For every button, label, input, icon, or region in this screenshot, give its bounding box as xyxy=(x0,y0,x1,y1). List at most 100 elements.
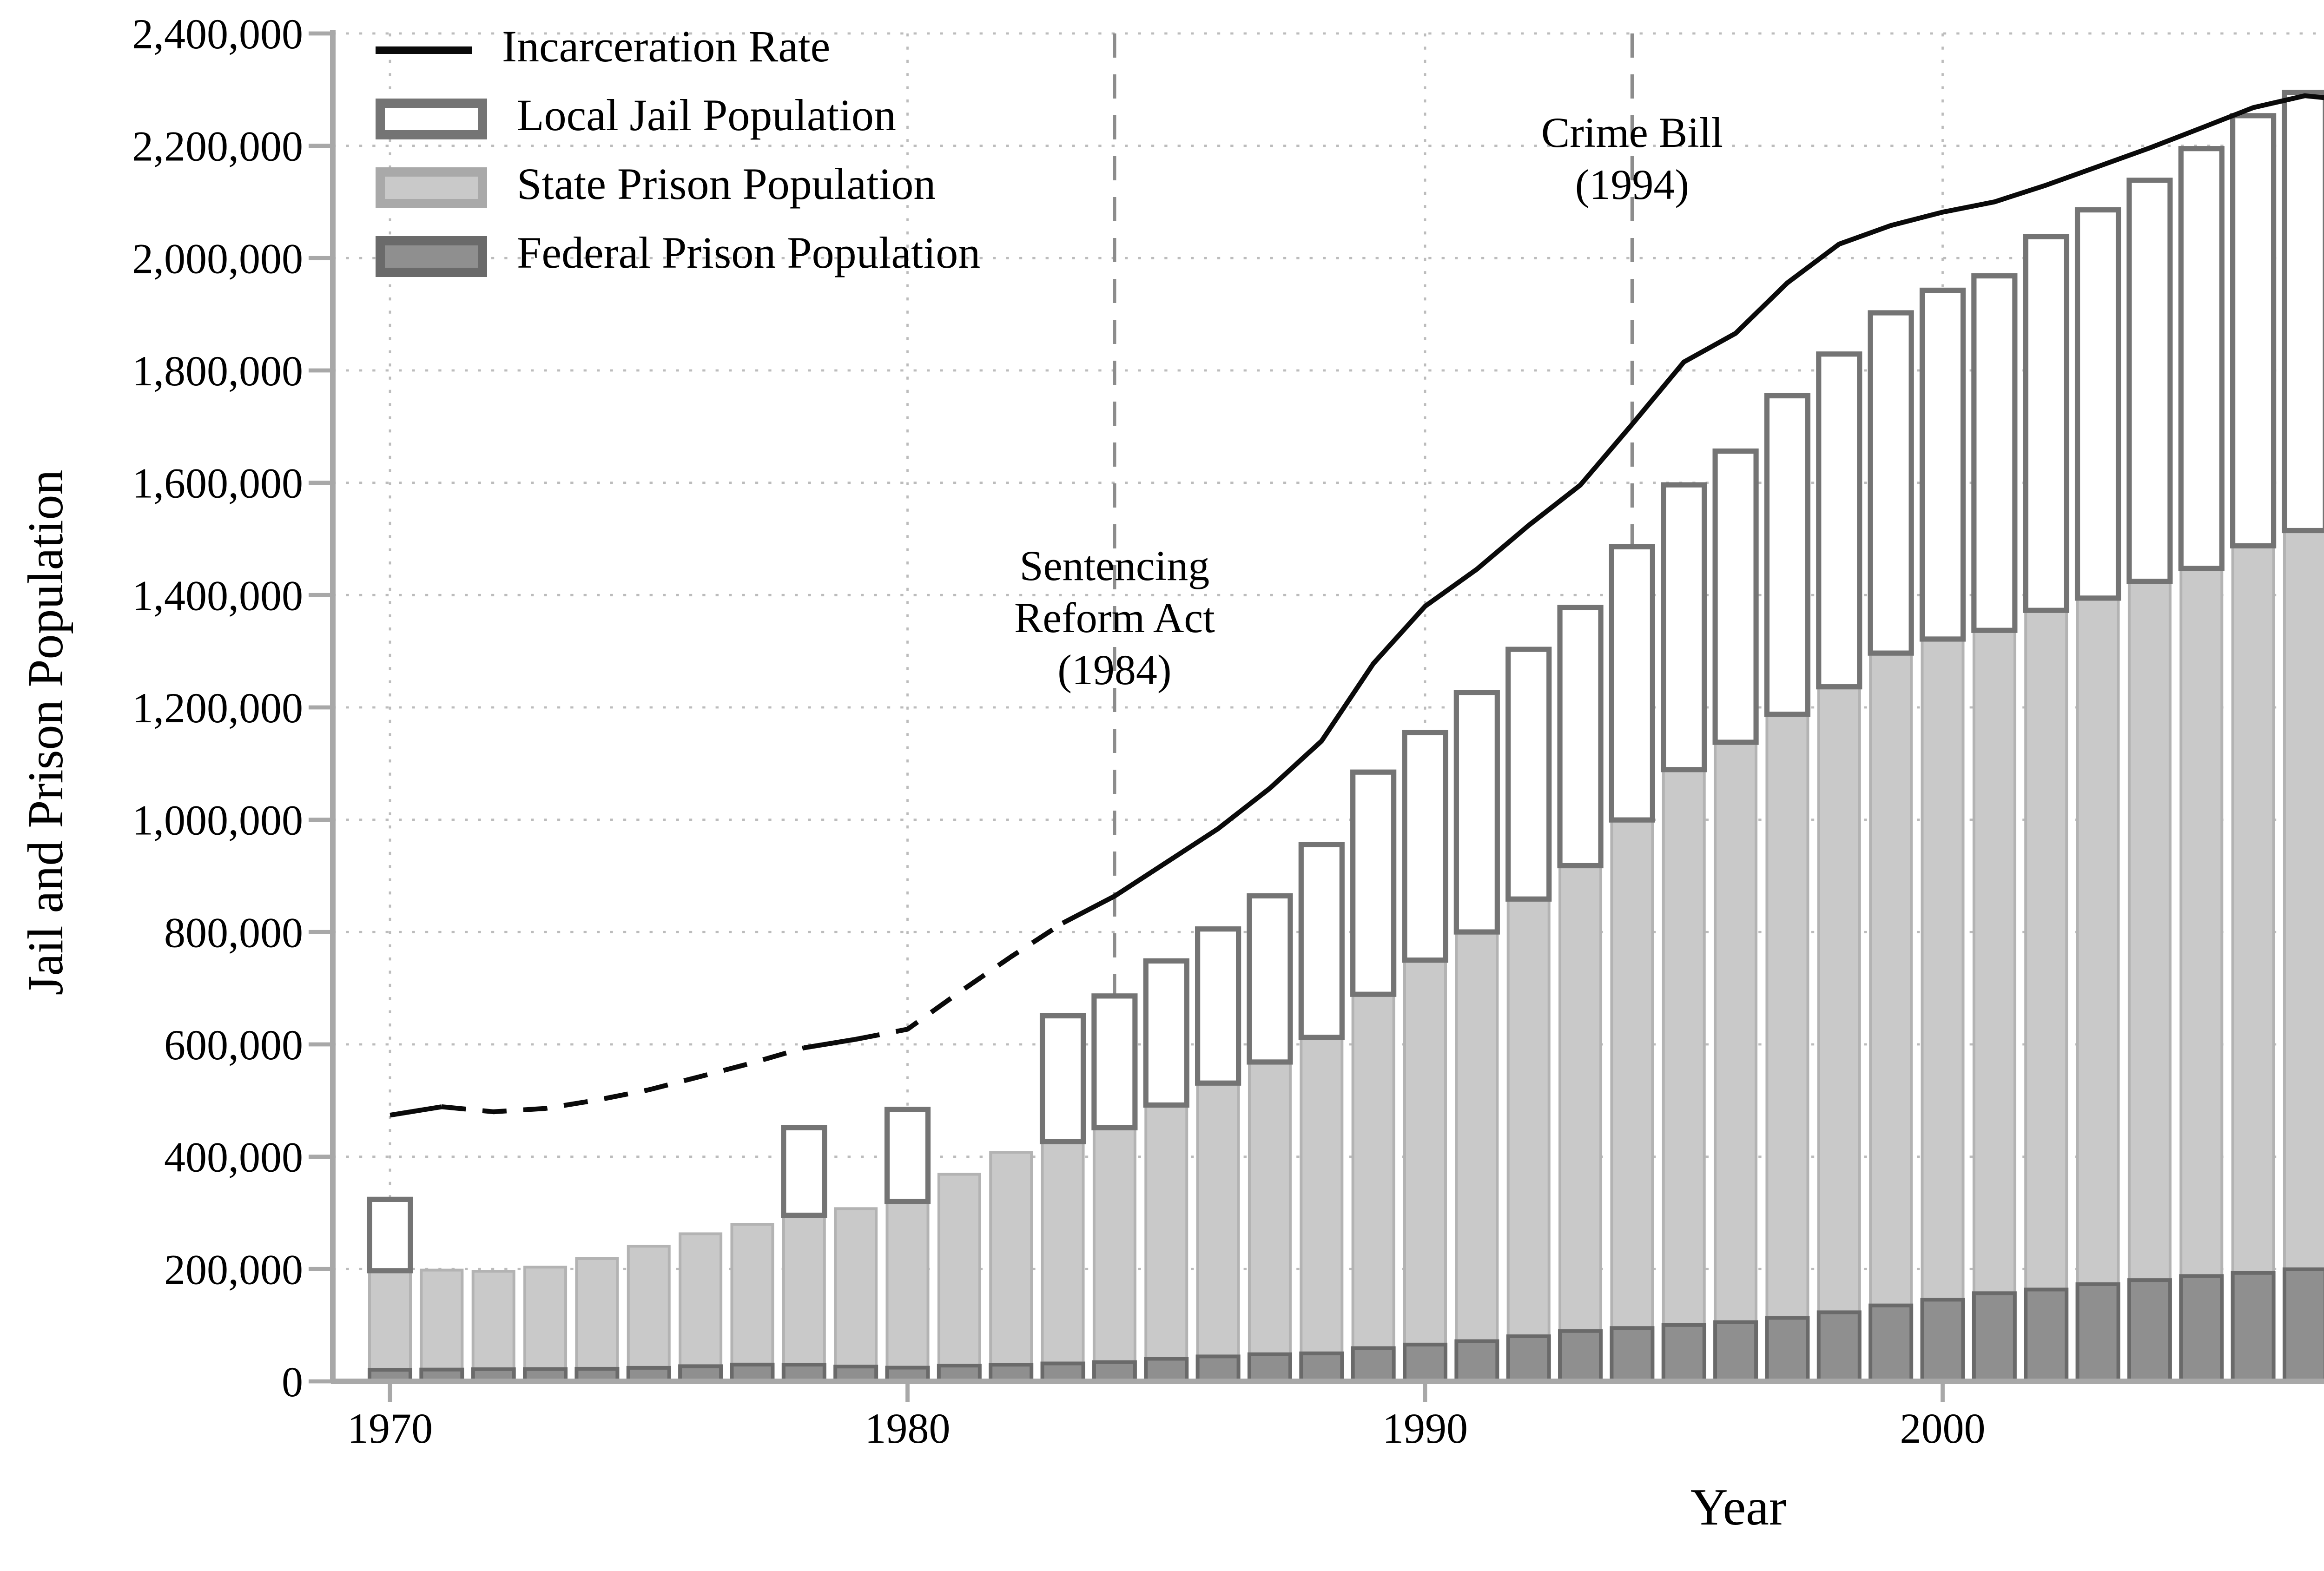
bar-jail-2005 xyxy=(2178,146,2225,571)
bar-jail-2003 xyxy=(2074,207,2121,601)
bar-jail-1991 xyxy=(1453,690,1500,935)
bar-jail-1987 xyxy=(1247,893,1293,1065)
bar-jail-1996 xyxy=(1712,448,1759,745)
bar-state-1974 xyxy=(575,1257,619,1370)
bar-state-1994 xyxy=(1610,819,1654,1330)
bar-state-2006 xyxy=(2231,544,2275,1274)
bar-state-1981 xyxy=(937,1173,981,1367)
bar-jail-1978 xyxy=(781,1125,827,1218)
bar-state-2007 xyxy=(2283,529,2324,1271)
rate-line-dashed-1979 xyxy=(855,921,1064,1042)
rate-line-solid-1978 xyxy=(803,1036,857,1050)
annotation-sentencing-reform-act: Sentencing Reform Act (1984) xyxy=(1014,541,1215,697)
bar-federal-1989 xyxy=(1351,1346,1396,1383)
rate-line-solid-1983 xyxy=(1062,93,2324,925)
bar-state-1989 xyxy=(1351,993,1395,1350)
bar-state-1973 xyxy=(523,1266,568,1371)
annotation-text-line: Sentencing xyxy=(1019,543,1210,589)
y-axis-left-tick-label: 1,200,000 xyxy=(132,684,303,732)
legend-label: State Prison Population xyxy=(517,162,936,210)
legend-item-incarceration-rate: Incarceration Rate xyxy=(376,15,980,84)
bar-jail-2002 xyxy=(2023,234,2069,613)
bar-federal-2006 xyxy=(2231,1271,2276,1384)
line-swatch-icon xyxy=(376,46,472,53)
bar-state-2004 xyxy=(2127,580,2172,1282)
bar-state-1990 xyxy=(1403,958,1447,1346)
bar-federal-2000 xyxy=(1920,1298,1965,1384)
bar-state-2003 xyxy=(2076,596,2120,1286)
state-swatch-icon xyxy=(376,166,487,207)
bar-jail-1998 xyxy=(1816,351,1862,690)
annotation-crime-bill: Crime Bill (1994) xyxy=(1541,108,1723,212)
bar-federal-2003 xyxy=(2075,1282,2120,1383)
bar-jail-1970 xyxy=(367,1196,413,1274)
bar-jail-1988 xyxy=(1298,842,1345,1040)
bar-federal-1985 xyxy=(1144,1357,1189,1384)
bar-state-1999 xyxy=(1869,652,1913,1307)
bar-jail-2006 xyxy=(2230,113,2277,548)
bar-state-1988 xyxy=(1300,1036,1344,1355)
bar-state-1996 xyxy=(1714,741,1758,1324)
bar-jail-1999 xyxy=(1868,310,1914,656)
bar-state-1984 xyxy=(1092,1126,1136,1364)
legend-item-local-jail: Local Jail Population xyxy=(376,84,980,152)
bar-federal-2004 xyxy=(2127,1278,2172,1383)
legend-label: Federal Prison Population xyxy=(517,231,981,279)
bar-federal-2001 xyxy=(1972,1291,2017,1384)
bar-state-1985 xyxy=(1144,1103,1188,1360)
legend-item-state-prison: State Prison Population xyxy=(376,152,980,221)
bar-federal-2002 xyxy=(2024,1287,2069,1383)
bar-state-1979 xyxy=(834,1207,878,1368)
bar-federal-1977 xyxy=(730,1362,775,1384)
rate-line-solid-1970 xyxy=(390,1104,442,1118)
y-axis-left-tick-label: 200,000 xyxy=(164,1246,303,1293)
bar-state-1975 xyxy=(627,1245,671,1369)
annotation-text-line: (1984) xyxy=(1057,647,1172,693)
bar-state-1972 xyxy=(471,1270,515,1371)
y-axis-left-tick-label: 600,000 xyxy=(164,1021,303,1069)
bar-jail-1993 xyxy=(1557,605,1604,869)
bar-state-1997 xyxy=(1765,713,1809,1320)
legend-item-federal-prison: Federal Prison Population xyxy=(376,221,980,290)
annotation-text-line: Reform Act xyxy=(1014,595,1215,641)
jail-swatch-icon xyxy=(376,98,487,139)
bar-jail-2001 xyxy=(1971,273,2018,633)
bar-state-1983 xyxy=(1041,1140,1085,1365)
bar-jail-1983 xyxy=(1039,1013,1086,1144)
x-axis-title: Year xyxy=(1690,1480,1787,1538)
bar-jail-1995 xyxy=(1661,482,1707,772)
bar-federal-1983 xyxy=(1040,1361,1085,1383)
bar-federal-1988 xyxy=(1299,1351,1344,1383)
bar-jail-1980 xyxy=(884,1107,931,1204)
legend-label: Local Jail Population xyxy=(517,93,896,141)
bar-state-2005 xyxy=(2179,567,2224,1278)
bar-state-1992 xyxy=(1506,898,1551,1338)
bar-jail-1997 xyxy=(1764,393,1811,717)
bar-federal-1990 xyxy=(1403,1342,1447,1384)
bar-federal-1995 xyxy=(1661,1323,1706,1384)
bar-jail-1985 xyxy=(1143,958,1189,1108)
bar-federal-1999 xyxy=(1868,1303,1914,1383)
bar-state-1970 xyxy=(368,1269,412,1371)
bar-state-1977 xyxy=(730,1223,774,1366)
bar-jail-2007 xyxy=(2282,90,2324,534)
legend: Incarceration Rate Local Jail Population… xyxy=(376,15,980,290)
bar-federal-1993 xyxy=(1558,1329,1603,1384)
bar-state-1987 xyxy=(1248,1060,1292,1356)
bar-jail-1990 xyxy=(1402,730,1448,963)
bar-state-1993 xyxy=(1558,864,1603,1333)
annotation-text-line: Crime Bill xyxy=(1541,110,1723,156)
bar-jail-1992 xyxy=(1505,647,1552,902)
y-axis-left-tick-label: 2,400,000 xyxy=(132,10,303,58)
bar-state-1980 xyxy=(885,1200,930,1369)
y-axis-left-tick-label: 2,000,000 xyxy=(132,235,303,282)
y-axis-left-title: Jail and Prison Population xyxy=(18,469,73,996)
bar-jail-1984 xyxy=(1091,993,1138,1130)
bar-jail-1986 xyxy=(1195,926,1241,1086)
bar-state-1995 xyxy=(1662,768,1706,1327)
bar-state-2001 xyxy=(1972,629,2016,1295)
bar-federal-1996 xyxy=(1713,1320,1758,1383)
bar-state-1982 xyxy=(989,1151,1033,1366)
